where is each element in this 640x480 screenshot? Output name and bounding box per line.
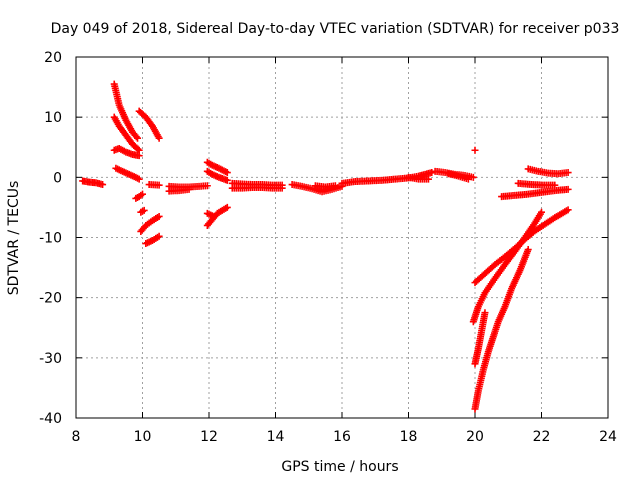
data-point — [135, 152, 143, 160]
y-tick-label: 10 — [44, 110, 62, 126]
data-point — [471, 146, 479, 154]
data-point — [564, 206, 572, 214]
series-arc-d — [112, 164, 143, 183]
series-late-g — [524, 165, 572, 178]
data-point — [428, 169, 436, 177]
data-point — [140, 206, 148, 214]
data-point — [464, 175, 472, 183]
grid-lines — [76, 57, 608, 418]
data-point — [134, 134, 142, 142]
series-late-d — [471, 309, 489, 368]
data-point — [278, 184, 286, 192]
x-tick-label: 18 — [400, 429, 418, 445]
y-tick-label: -20 — [39, 291, 62, 307]
series-arc-f — [132, 190, 146, 202]
y-tick-label: -10 — [39, 231, 62, 247]
x-tick-label: 14 — [267, 429, 285, 445]
data-point — [155, 181, 163, 189]
data-point — [551, 181, 559, 189]
data-point — [524, 246, 532, 254]
data-point — [223, 169, 231, 177]
x-axis-label: GPS time / hours — [281, 459, 398, 475]
series-mid-3 — [165, 185, 193, 195]
series-early-baseline — [79, 177, 107, 189]
y-axis-label: SDTVAR / TECUs — [6, 181, 22, 296]
data-point — [134, 145, 142, 153]
x-tick-label: 12 — [200, 429, 218, 445]
data-points — [79, 80, 572, 413]
data-point — [155, 232, 163, 240]
data-point — [331, 182, 339, 190]
x-tick-label: 22 — [533, 429, 551, 445]
data-point — [210, 212, 218, 220]
data-point — [139, 190, 146, 198]
series-arc-a — [110, 80, 142, 142]
data-point — [155, 134, 163, 142]
x-tick-label: 20 — [466, 429, 484, 445]
data-point — [185, 185, 193, 193]
series-band-4 — [311, 182, 339, 191]
data-point — [223, 203, 231, 211]
series-arc-c — [110, 144, 143, 160]
data-point — [564, 185, 572, 193]
x-tick-label: 10 — [134, 429, 152, 445]
y-tick-label: 20 — [44, 50, 62, 66]
series-arc-m — [203, 209, 218, 220]
data-point — [469, 173, 477, 181]
series-band-5 — [338, 169, 436, 187]
series-arc-e — [135, 107, 163, 142]
data-point — [223, 176, 231, 184]
data-point — [135, 175, 143, 183]
data-point — [203, 182, 211, 190]
series-arc-h — [142, 232, 163, 248]
series-mid-1 — [145, 181, 163, 189]
x-tick-label: 16 — [333, 429, 351, 445]
series-outlier — [471, 146, 479, 154]
series-arc-i — [137, 206, 148, 216]
series-late-b — [469, 208, 545, 326]
data-point — [564, 169, 572, 177]
data-point — [481, 309, 489, 317]
x-tick-label: 8 — [72, 429, 81, 445]
series-arc-b — [110, 113, 143, 154]
data-point — [538, 208, 545, 216]
series-band-8 — [444, 170, 472, 183]
series-arc-g — [137, 212, 163, 235]
series-late-f — [514, 179, 559, 189]
chart-title: Day 049 of 2018, Sidereal Day-to-day VTE… — [51, 21, 620, 37]
series-arc-j — [203, 158, 231, 177]
series-band-2 — [228, 184, 286, 192]
series-late-c — [471, 246, 532, 413]
y-tick-label: -40 — [39, 411, 62, 427]
series-late-e — [498, 185, 572, 201]
data-point — [424, 175, 432, 183]
x-tick-label: 24 — [599, 429, 617, 445]
data-point — [155, 212, 163, 220]
y-tick-label: 0 — [53, 170, 62, 186]
series-arc-k — [203, 167, 231, 184]
y-tick-label: -30 — [39, 351, 62, 367]
axis-ticks: 8 10 12 14 16 18 20 22 24 -40 -30 -20 -10 0 10 20 — [39, 50, 617, 445]
data-point — [99, 181, 107, 189]
data-point — [132, 133, 140, 141]
series-band-6 — [405, 173, 432, 183]
